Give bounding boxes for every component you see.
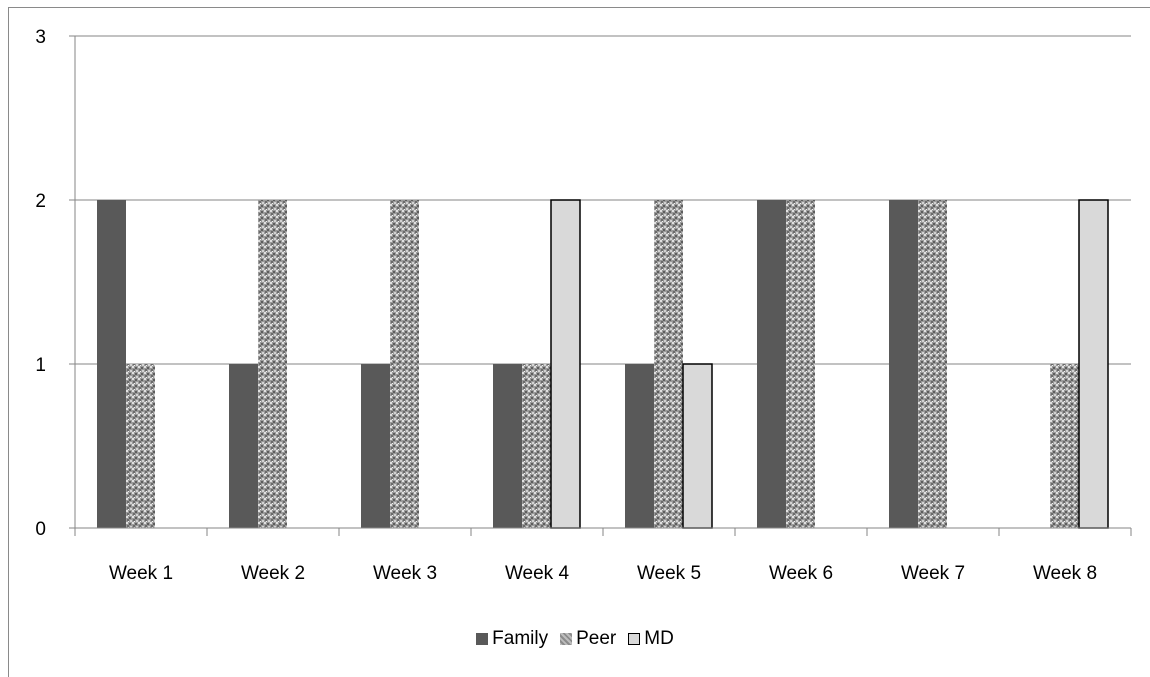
bar-peer: [522, 364, 551, 528]
x-tick-label: Week 6: [769, 563, 833, 584]
tick-labels: 0 1 2 3 Week 1 Week 2 Week 3 Week 4 Week 5 Week 6…: [35, 27, 1097, 584]
bar-md: [1078, 199, 1109, 529]
bar-peer: [1050, 364, 1079, 528]
legend-label-family: Family: [492, 628, 549, 649]
x-tick-label: Week 1: [109, 563, 173, 584]
bar-md: [550, 199, 581, 529]
legend-item-peer: Peer: [560, 628, 616, 650]
y-tick-label: 3: [35, 27, 46, 48]
x-tick-label: Week 4: [505, 563, 570, 584]
legend-swatch-md: [628, 633, 641, 645]
y-tick-label: 0: [35, 519, 46, 540]
axes: [69, 35, 1132, 536]
bar-md: [682, 363, 713, 529]
x-tick-label: Week 8: [1033, 563, 1097, 584]
x-tick-label: Week 2: [241, 563, 305, 584]
chart-frame: [8, 7, 1150, 677]
legend-item-family: Family: [476, 628, 548, 650]
legend-label-md: MD: [644, 628, 674, 649]
bar-family: [757, 200, 786, 528]
x-tick-label: Week 5: [637, 563, 701, 584]
bar-peer: [126, 364, 155, 528]
legend-swatch-family: [476, 633, 489, 645]
bar-peer: [918, 200, 947, 528]
bar-family: [625, 364, 654, 528]
bar-family: [97, 200, 126, 528]
bar-family: [361, 364, 390, 528]
legend-label-peer: Peer: [576, 628, 617, 649]
gridlines: [75, 35, 1131, 365]
bar-peer: [390, 200, 419, 528]
bar-family: [889, 200, 918, 528]
bar-family: [229, 364, 258, 528]
legend: Family Peer MD: [0, 626, 1150, 652]
bar-peer: [258, 200, 287, 528]
bar-peer: [786, 200, 815, 528]
legend-swatch-peer: [560, 633, 573, 645]
y-tick-label: 2: [35, 191, 46, 212]
bar-family: [493, 364, 522, 528]
x-tick-label: Week 3: [373, 563, 437, 584]
legend-item-md: MD: [628, 628, 674, 650]
bar-peer: [654, 200, 683, 528]
x-tick-label: Week 7: [901, 563, 965, 584]
bars: [97, 199, 1109, 529]
y-tick-label: 1: [35, 355, 46, 376]
